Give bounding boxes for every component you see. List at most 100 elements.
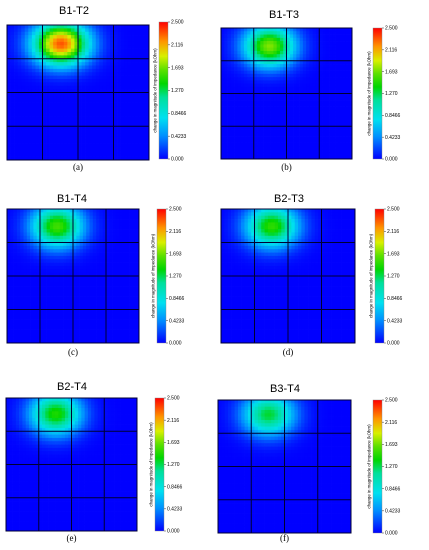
heatmap-cell <box>230 93 235 98</box>
heatmap-cell <box>36 332 41 337</box>
heatmap-cell <box>46 79 50 83</box>
heatmap-cell <box>7 129 11 134</box>
heatmap-cell <box>88 55 93 60</box>
heatmap-cell <box>338 212 342 217</box>
heatmap-cell <box>125 282 130 287</box>
heatmap-cell <box>109 102 114 107</box>
heatmap-cell <box>312 136 317 140</box>
heatmap-cell <box>82 319 87 324</box>
heatmap-cell <box>270 28 274 32</box>
heatmap-cell <box>92 272 97 277</box>
heatmap-cell <box>28 35 33 39</box>
heatmap-cell <box>250 119 255 124</box>
heatmap-cell <box>247 145 251 150</box>
heatmap-cell <box>243 73 248 78</box>
heatmap-cell <box>296 44 300 49</box>
heatmap-cell <box>131 112 136 117</box>
heatmap-cell <box>322 122 327 127</box>
heatmap-cell <box>270 60 274 65</box>
heatmap-cell <box>325 70 330 75</box>
heatmap-cell <box>273 67 278 71</box>
heatmap-cell <box>329 34 333 39</box>
colorbar-tick-label: 1.693 <box>169 251 182 257</box>
heatmap-cell <box>43 289 47 294</box>
heatmap-cell <box>30 332 34 337</box>
heatmap-cell <box>283 80 287 85</box>
heatmap-cell <box>49 136 54 141</box>
heatmap-cell <box>53 269 57 273</box>
heatmap-cell <box>247 86 251 91</box>
heatmap-cell <box>76 249 80 253</box>
heatmap-cell <box>17 58 22 63</box>
heatmap-cell <box>221 67 225 71</box>
heatmap-cell <box>279 126 284 130</box>
heatmap-cell <box>257 54 261 58</box>
heatmap-cell <box>224 155 228 160</box>
heatmap-cell <box>306 90 310 94</box>
heatmap-cell <box>26 292 31 297</box>
heatmap-cell <box>102 65 107 70</box>
heatmap-cell <box>31 153 36 157</box>
heatmap-cell <box>23 265 28 270</box>
heatmap-cell <box>129 329 133 334</box>
heatmap-cell <box>131 149 136 154</box>
heatmap-cell <box>13 229 18 233</box>
heatmap-cell <box>109 309 113 314</box>
heatmap-cell <box>120 55 125 60</box>
heatmap-cell <box>312 73 317 78</box>
colorbar-label: change in magnitude of impedance (kOhm) <box>151 233 156 318</box>
heatmap-cell <box>122 296 127 300</box>
heatmap-cell <box>120 136 125 141</box>
heatmap-cell <box>270 106 274 111</box>
heatmap-cell <box>76 309 80 314</box>
heatmap-cell <box>67 122 72 127</box>
heatmap-cell <box>273 34 278 39</box>
heatmap-cell <box>145 102 150 107</box>
heatmap-cell <box>13 255 18 260</box>
heatmap-cell <box>342 103 346 107</box>
heatmap-cell <box>78 79 82 83</box>
heatmap-cell <box>95 92 100 97</box>
heatmap-cell <box>115 232 120 237</box>
heatmap-cell <box>296 152 300 157</box>
heatmap-cell <box>49 339 54 344</box>
heatmap-cell <box>56 209 61 213</box>
heatmap-cell <box>131 136 136 141</box>
heatmap-cell <box>43 279 47 284</box>
heatmap-cell <box>306 116 310 121</box>
heatmap-cell <box>345 67 350 71</box>
heatmap-cell <box>69 286 74 290</box>
heatmap-cell <box>78 106 82 110</box>
heatmap-cell <box>117 122 121 127</box>
heatmap-cell <box>78 146 82 151</box>
heatmap-cell <box>145 55 150 60</box>
heatmap-cell <box>120 146 125 151</box>
heatmap-cell <box>120 156 125 161</box>
heatmap-cell <box>106 106 111 110</box>
heatmap-cell <box>299 106 304 111</box>
heatmap-cell <box>10 252 14 257</box>
heatmap-cell <box>40 235 44 240</box>
heatmap-cell <box>78 25 82 29</box>
heatmap-cell <box>227 126 232 130</box>
heatmap-cell <box>120 126 125 130</box>
heatmap-cell <box>115 279 120 284</box>
heatmap-cell <box>276 77 281 81</box>
heatmap-cell <box>134 92 139 97</box>
heatmap-cell <box>42 149 47 154</box>
heatmap-cell <box>342 129 346 134</box>
heatmap-cell <box>66 255 71 260</box>
heatmap-cell <box>120 92 125 97</box>
heatmap-cell <box>306 139 310 143</box>
heatmap-cell <box>42 99 47 103</box>
heatmap-cell <box>227 34 232 39</box>
heatmap-cell <box>43 296 47 300</box>
heatmap-cell <box>67 156 72 161</box>
heatmap-cell <box>276 106 281 111</box>
heatmap-cell <box>43 235 47 240</box>
heatmap-cell <box>294 212 299 217</box>
heatmap-cell <box>286 155 291 160</box>
heatmap-cell <box>10 276 14 280</box>
heatmap-cell <box>302 126 307 130</box>
heatmap-cell <box>120 85 125 90</box>
